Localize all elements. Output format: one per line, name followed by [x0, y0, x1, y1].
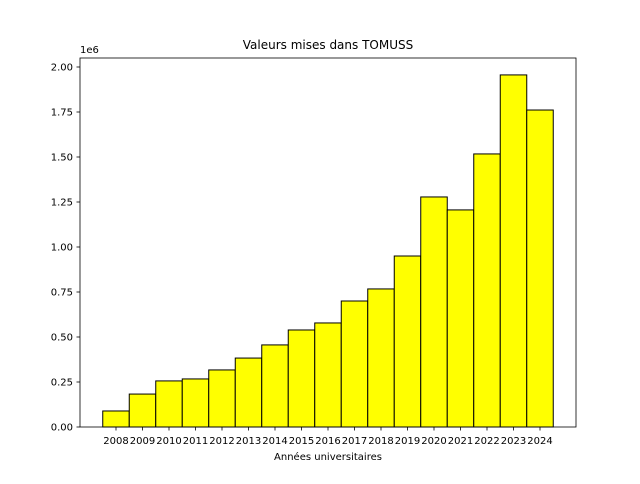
bar-2015: [287, 329, 316, 428]
y-offset-label: 1e6: [80, 45, 99, 56]
x-tick-label: 2011: [183, 436, 208, 447]
y-tick-label: 1.00: [51, 243, 73, 254]
x-tick-label: 2012: [209, 436, 234, 447]
chart-title: Valeurs mises dans TOMUSS: [243, 38, 413, 52]
bar-2023: [499, 74, 528, 428]
y-tick-label: 1.75: [51, 108, 73, 119]
x-tick-label: 2010: [156, 436, 181, 447]
x-tick-label: 2022: [474, 436, 499, 447]
y-tick-label: 0.25: [51, 378, 73, 389]
x-tick-label: 2019: [395, 436, 420, 447]
bar-2011: [181, 378, 210, 428]
bar-2021: [446, 209, 475, 428]
bar-2018: [367, 288, 395, 428]
bar-2016: [314, 322, 342, 428]
x-tick-label: 2023: [501, 436, 526, 447]
bar-2024: [526, 109, 554, 428]
x-tick-label: 2014: [262, 436, 287, 447]
y-tick-label: 1.50: [51, 153, 73, 164]
bar-2013: [234, 357, 263, 428]
bar-2008: [102, 410, 130, 428]
bar-2020: [420, 196, 448, 428]
bar-2022: [473, 153, 501, 428]
y-tick-label: 1.25: [51, 198, 73, 209]
bar-2019: [393, 255, 422, 428]
x-tick-label: 2021: [448, 436, 473, 447]
x-tick-label: 2009: [130, 436, 155, 447]
x-axis-label: Années universitaires: [274, 451, 382, 463]
y-tick-label: 2.00: [51, 63, 73, 74]
x-tick-label: 2013: [236, 436, 261, 447]
bar-2009: [128, 393, 157, 428]
x-tick-label: 2018: [368, 436, 393, 447]
x-tick-label: 2017: [342, 436, 367, 447]
x-tick-label: 2016: [315, 436, 340, 447]
bar-2012: [208, 369, 236, 428]
bar-2017: [340, 300, 369, 428]
y-tick-label: 0.50: [51, 333, 73, 344]
y-tick-label: 0.75: [51, 288, 73, 299]
x-tick-label: 2008: [103, 436, 128, 447]
x-tick-label: 2020: [421, 436, 446, 447]
y-tick-label: 0.00: [51, 423, 73, 434]
x-tick-label: 2015: [289, 436, 314, 447]
x-tick-label: 2024: [527, 436, 552, 447]
bar-2014: [261, 344, 289, 428]
bar-2010: [155, 380, 183, 428]
